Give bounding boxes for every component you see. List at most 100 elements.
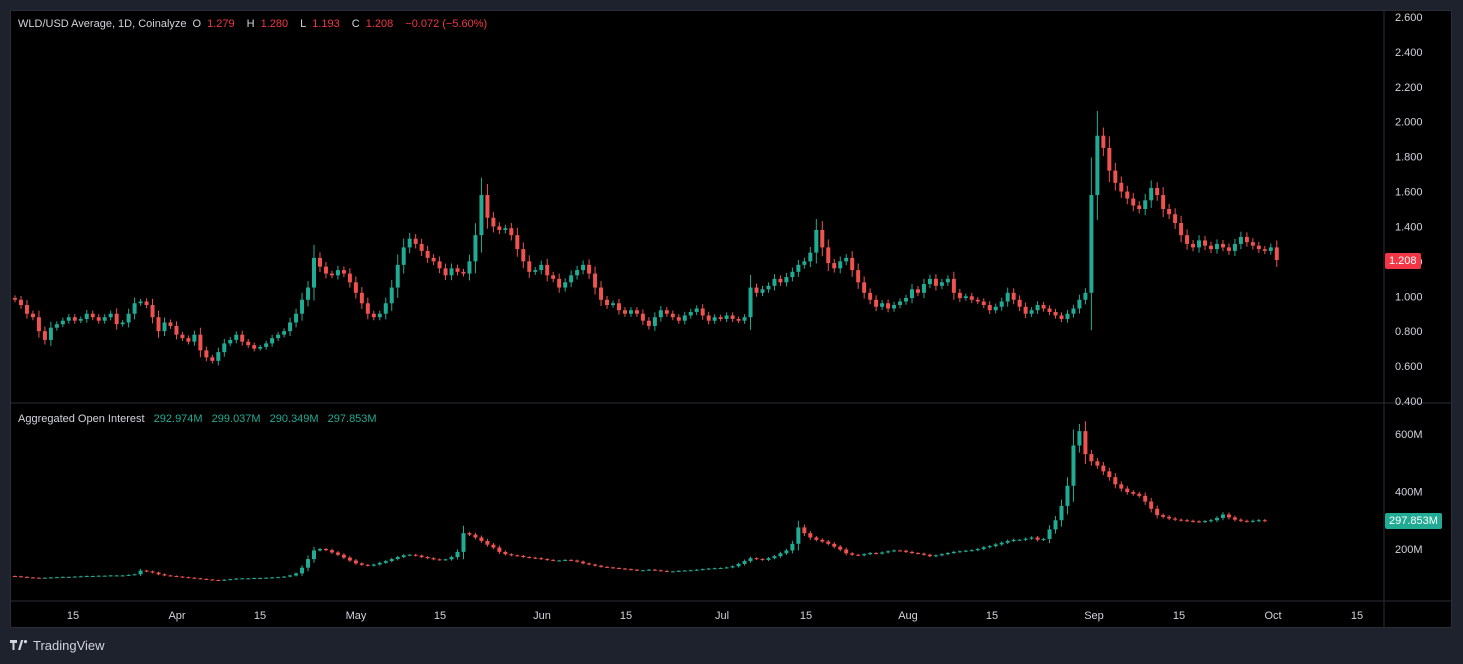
oi-candle	[1023, 538, 1028, 540]
price-candle	[1071, 308, 1076, 314]
oi-candle	[844, 549, 849, 554]
oi-candle	[365, 564, 370, 566]
price-candle	[760, 289, 765, 293]
oi-candle	[533, 557, 538, 559]
oi-candle	[706, 568, 711, 570]
price-candle	[676, 317, 681, 321]
price-candle	[694, 308, 699, 312]
oi-candle	[766, 558, 771, 560]
price-candle	[180, 334, 185, 339]
oi-candle	[168, 575, 173, 577]
price-candle	[1125, 191, 1130, 199]
tradingview-branding[interactable]: TradingView	[10, 638, 105, 653]
price-candle	[240, 334, 245, 342]
oi-candle	[634, 569, 639, 571]
price-candle	[993, 306, 998, 311]
price-candle	[497, 226, 502, 230]
oi-candle	[1256, 520, 1261, 522]
oi-candle	[443, 559, 448, 561]
chart-frame[interactable]: 0.4000.6000.8001.0001.2001.4001.6001.800…	[10, 10, 1452, 628]
price-candle	[509, 228, 514, 236]
price-candle	[826, 247, 831, 264]
price-candle	[204, 350, 209, 358]
price-tick-label: 1.400	[1395, 221, 1423, 233]
price-candle	[66, 317, 71, 321]
oi-candle	[1161, 515, 1166, 517]
oi-candle	[228, 579, 233, 581]
time-tick-label: Aug	[898, 610, 918, 622]
price-candle	[186, 338, 191, 342]
oi-candle	[904, 550, 909, 552]
oi-candle	[431, 558, 436, 560]
oi-tick-label: 400M	[1395, 487, 1423, 499]
oi-candle	[1220, 514, 1225, 518]
price-candle	[1250, 242, 1255, 246]
oi-candle	[850, 553, 855, 555]
oi-candle	[162, 574, 167, 576]
oi-candle	[234, 578, 239, 580]
price-tick-label: 0.600	[1395, 361, 1423, 373]
oi-candle	[60, 576, 65, 578]
price-candle	[844, 257, 849, 262]
oi-candle	[790, 543, 795, 551]
price-candle	[706, 315, 711, 321]
price-candle	[969, 296, 974, 300]
price-candle	[1017, 299, 1022, 307]
price-candle	[192, 334, 197, 342]
price-candle	[1226, 247, 1231, 251]
price-candle	[862, 282, 867, 293]
price-candle	[1209, 245, 1213, 250]
oi-candle	[772, 556, 777, 559]
oi-candle	[78, 576, 83, 578]
oi-candle	[389, 559, 394, 562]
price-candle	[13, 298, 17, 300]
last-oi-badge: 297.853M	[1385, 513, 1442, 529]
oi-candle	[96, 575, 101, 577]
oi-candle	[754, 558, 759, 560]
price-candle	[1244, 236, 1249, 243]
oi-candle	[204, 578, 209, 580]
oi-candle	[599, 565, 604, 567]
oi-candle	[987, 546, 992, 548]
time-tick-label: 15	[620, 610, 632, 622]
oi-candle	[258, 578, 263, 580]
oi-candle	[652, 569, 657, 571]
oi-candle	[1083, 431, 1088, 455]
price-candle	[551, 275, 556, 279]
oi-candle	[455, 551, 460, 558]
price-candle	[36, 317, 41, 332]
oi-candle	[449, 557, 454, 560]
price-candle	[927, 278, 932, 285]
oi-candle	[1065, 485, 1070, 506]
price-candle	[796, 264, 801, 272]
oi-candle	[252, 578, 257, 580]
price-candle	[712, 317, 717, 321]
legend-open-label: O	[192, 18, 202, 30]
price-candle	[144, 301, 149, 305]
price-candle	[359, 292, 364, 304]
price-candle	[258, 346, 263, 349]
price-candle	[473, 235, 478, 262]
price-candle	[814, 229, 819, 253]
oi-candle	[551, 559, 556, 561]
oi-candle	[341, 554, 346, 558]
oi-candle	[24, 576, 29, 578]
price-candle	[951, 278, 956, 293]
oi-candle	[1214, 517, 1219, 521]
oi-candle	[539, 558, 544, 560]
oi-candle	[616, 567, 621, 569]
price-candle	[443, 268, 448, 276]
oi-candle	[1071, 445, 1076, 486]
price-candle	[1119, 182, 1124, 192]
oi-candle	[138, 570, 143, 575]
price-candle	[587, 264, 592, 274]
oi-candle	[1113, 477, 1118, 485]
price-candle	[216, 352, 221, 361]
oi-candle	[114, 575, 119, 577]
legend-low-label: L	[300, 18, 307, 30]
chart-canvas[interactable]: 0.4000.6000.8001.0001.2001.4001.6001.800…	[11, 11, 1451, 627]
oi-candle	[1262, 520, 1267, 522]
oi-legend-open: 292.974M	[153, 413, 203, 425]
oi-candle	[282, 576, 287, 578]
oi-candle	[306, 559, 311, 568]
